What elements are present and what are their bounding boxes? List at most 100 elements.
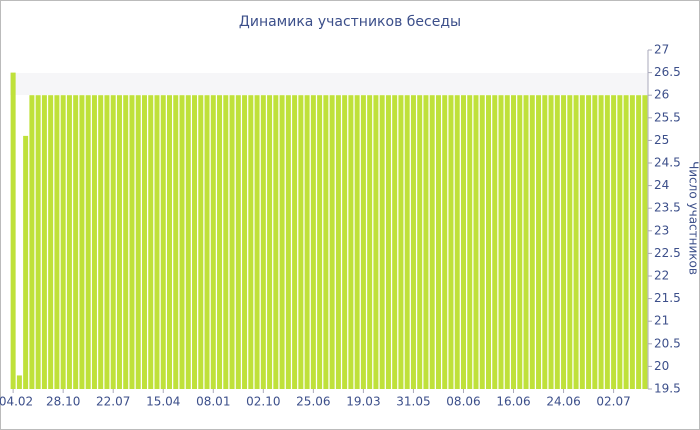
x-tick-label: 08.06 xyxy=(446,395,480,409)
bar xyxy=(529,95,535,389)
bar xyxy=(73,95,79,389)
bar xyxy=(429,95,435,389)
bar xyxy=(586,95,592,389)
bar xyxy=(154,95,160,389)
x-tick-label: 15.04 xyxy=(146,395,180,409)
bar xyxy=(110,95,116,389)
bar xyxy=(573,95,579,389)
bar xyxy=(148,95,154,389)
y-tick-label: 25.5 xyxy=(654,110,681,124)
x-tick-label: 31.05 xyxy=(396,395,430,409)
bar xyxy=(129,95,135,389)
bar xyxy=(342,95,348,389)
bar xyxy=(198,95,204,389)
plot-band xyxy=(10,73,648,95)
x-tick-label: 24.06 xyxy=(546,395,580,409)
y-tick-label: 27 xyxy=(654,43,669,57)
bar xyxy=(223,95,229,389)
bar xyxy=(642,95,648,389)
bar xyxy=(561,95,567,389)
bar xyxy=(85,95,91,389)
bar xyxy=(423,95,429,389)
bar xyxy=(504,95,510,389)
bar xyxy=(592,95,598,389)
x-tick-label: 02.07 xyxy=(596,395,630,409)
bar xyxy=(267,95,273,389)
y-tick-label: 26.5 xyxy=(654,65,681,79)
bar xyxy=(179,95,185,389)
bar xyxy=(348,95,354,389)
bar xyxy=(611,95,617,389)
bar xyxy=(48,95,54,389)
bar xyxy=(204,95,210,389)
bar xyxy=(498,95,504,389)
bar xyxy=(35,95,41,389)
bar xyxy=(536,95,542,389)
x-tick-label: 28.10 xyxy=(46,395,80,409)
bar xyxy=(192,95,198,389)
bar xyxy=(273,95,279,389)
bar xyxy=(166,95,173,389)
bar xyxy=(373,95,379,389)
bar xyxy=(10,72,16,389)
bar xyxy=(485,95,492,389)
bar xyxy=(310,95,316,389)
x-tick-label: 04.02 xyxy=(0,395,33,409)
bar xyxy=(479,95,485,389)
bar xyxy=(29,95,35,389)
bar xyxy=(604,95,610,389)
y-tick-label: 21.5 xyxy=(654,291,681,305)
bar xyxy=(567,95,573,389)
bar xyxy=(160,95,166,389)
y-tick-label: 23.5 xyxy=(654,201,681,215)
bar xyxy=(91,95,97,389)
bar xyxy=(41,95,47,389)
bar xyxy=(98,95,104,389)
x-tick-label: 25.06 xyxy=(296,395,330,409)
bar xyxy=(542,95,548,389)
bar xyxy=(141,95,147,389)
x-tick-label: 22.07 xyxy=(96,395,130,409)
y-tick-label: 24 xyxy=(654,178,669,192)
bar xyxy=(60,95,66,389)
bar xyxy=(623,95,629,389)
bar xyxy=(235,95,241,389)
y-tick-label: 20 xyxy=(654,359,669,373)
bar xyxy=(123,95,129,389)
bar xyxy=(135,95,141,389)
bar xyxy=(323,95,329,389)
y-tick-label: 22.5 xyxy=(654,246,681,260)
bar xyxy=(292,95,298,389)
bar xyxy=(66,95,72,389)
bar xyxy=(116,95,122,389)
bar xyxy=(629,95,635,389)
y-tick-label: 19.5 xyxy=(654,382,681,396)
bar xyxy=(454,95,460,389)
bar xyxy=(298,95,304,389)
y-tick-label: 20.5 xyxy=(654,336,681,350)
bar xyxy=(579,95,585,389)
bar xyxy=(492,95,498,389)
bar xyxy=(617,95,623,389)
x-tick-label: 16.06 xyxy=(496,395,530,409)
bar xyxy=(335,95,341,389)
bar xyxy=(548,95,554,389)
bar xyxy=(285,95,291,389)
bar xyxy=(217,95,223,389)
bar xyxy=(354,95,360,389)
bar xyxy=(23,135,29,389)
bar xyxy=(460,95,466,389)
bar xyxy=(254,95,260,389)
y-axis-label: Число участников xyxy=(687,161,700,275)
bar xyxy=(392,95,398,389)
bar xyxy=(329,95,335,389)
y-tick-label: 21 xyxy=(654,314,669,328)
x-tick-label: 08.01 xyxy=(196,395,230,409)
bar xyxy=(410,95,416,389)
bar xyxy=(511,95,517,389)
x-tick-label: 02.10 xyxy=(246,395,280,409)
bar xyxy=(260,95,266,389)
bar xyxy=(79,95,85,389)
bar xyxy=(248,95,254,389)
